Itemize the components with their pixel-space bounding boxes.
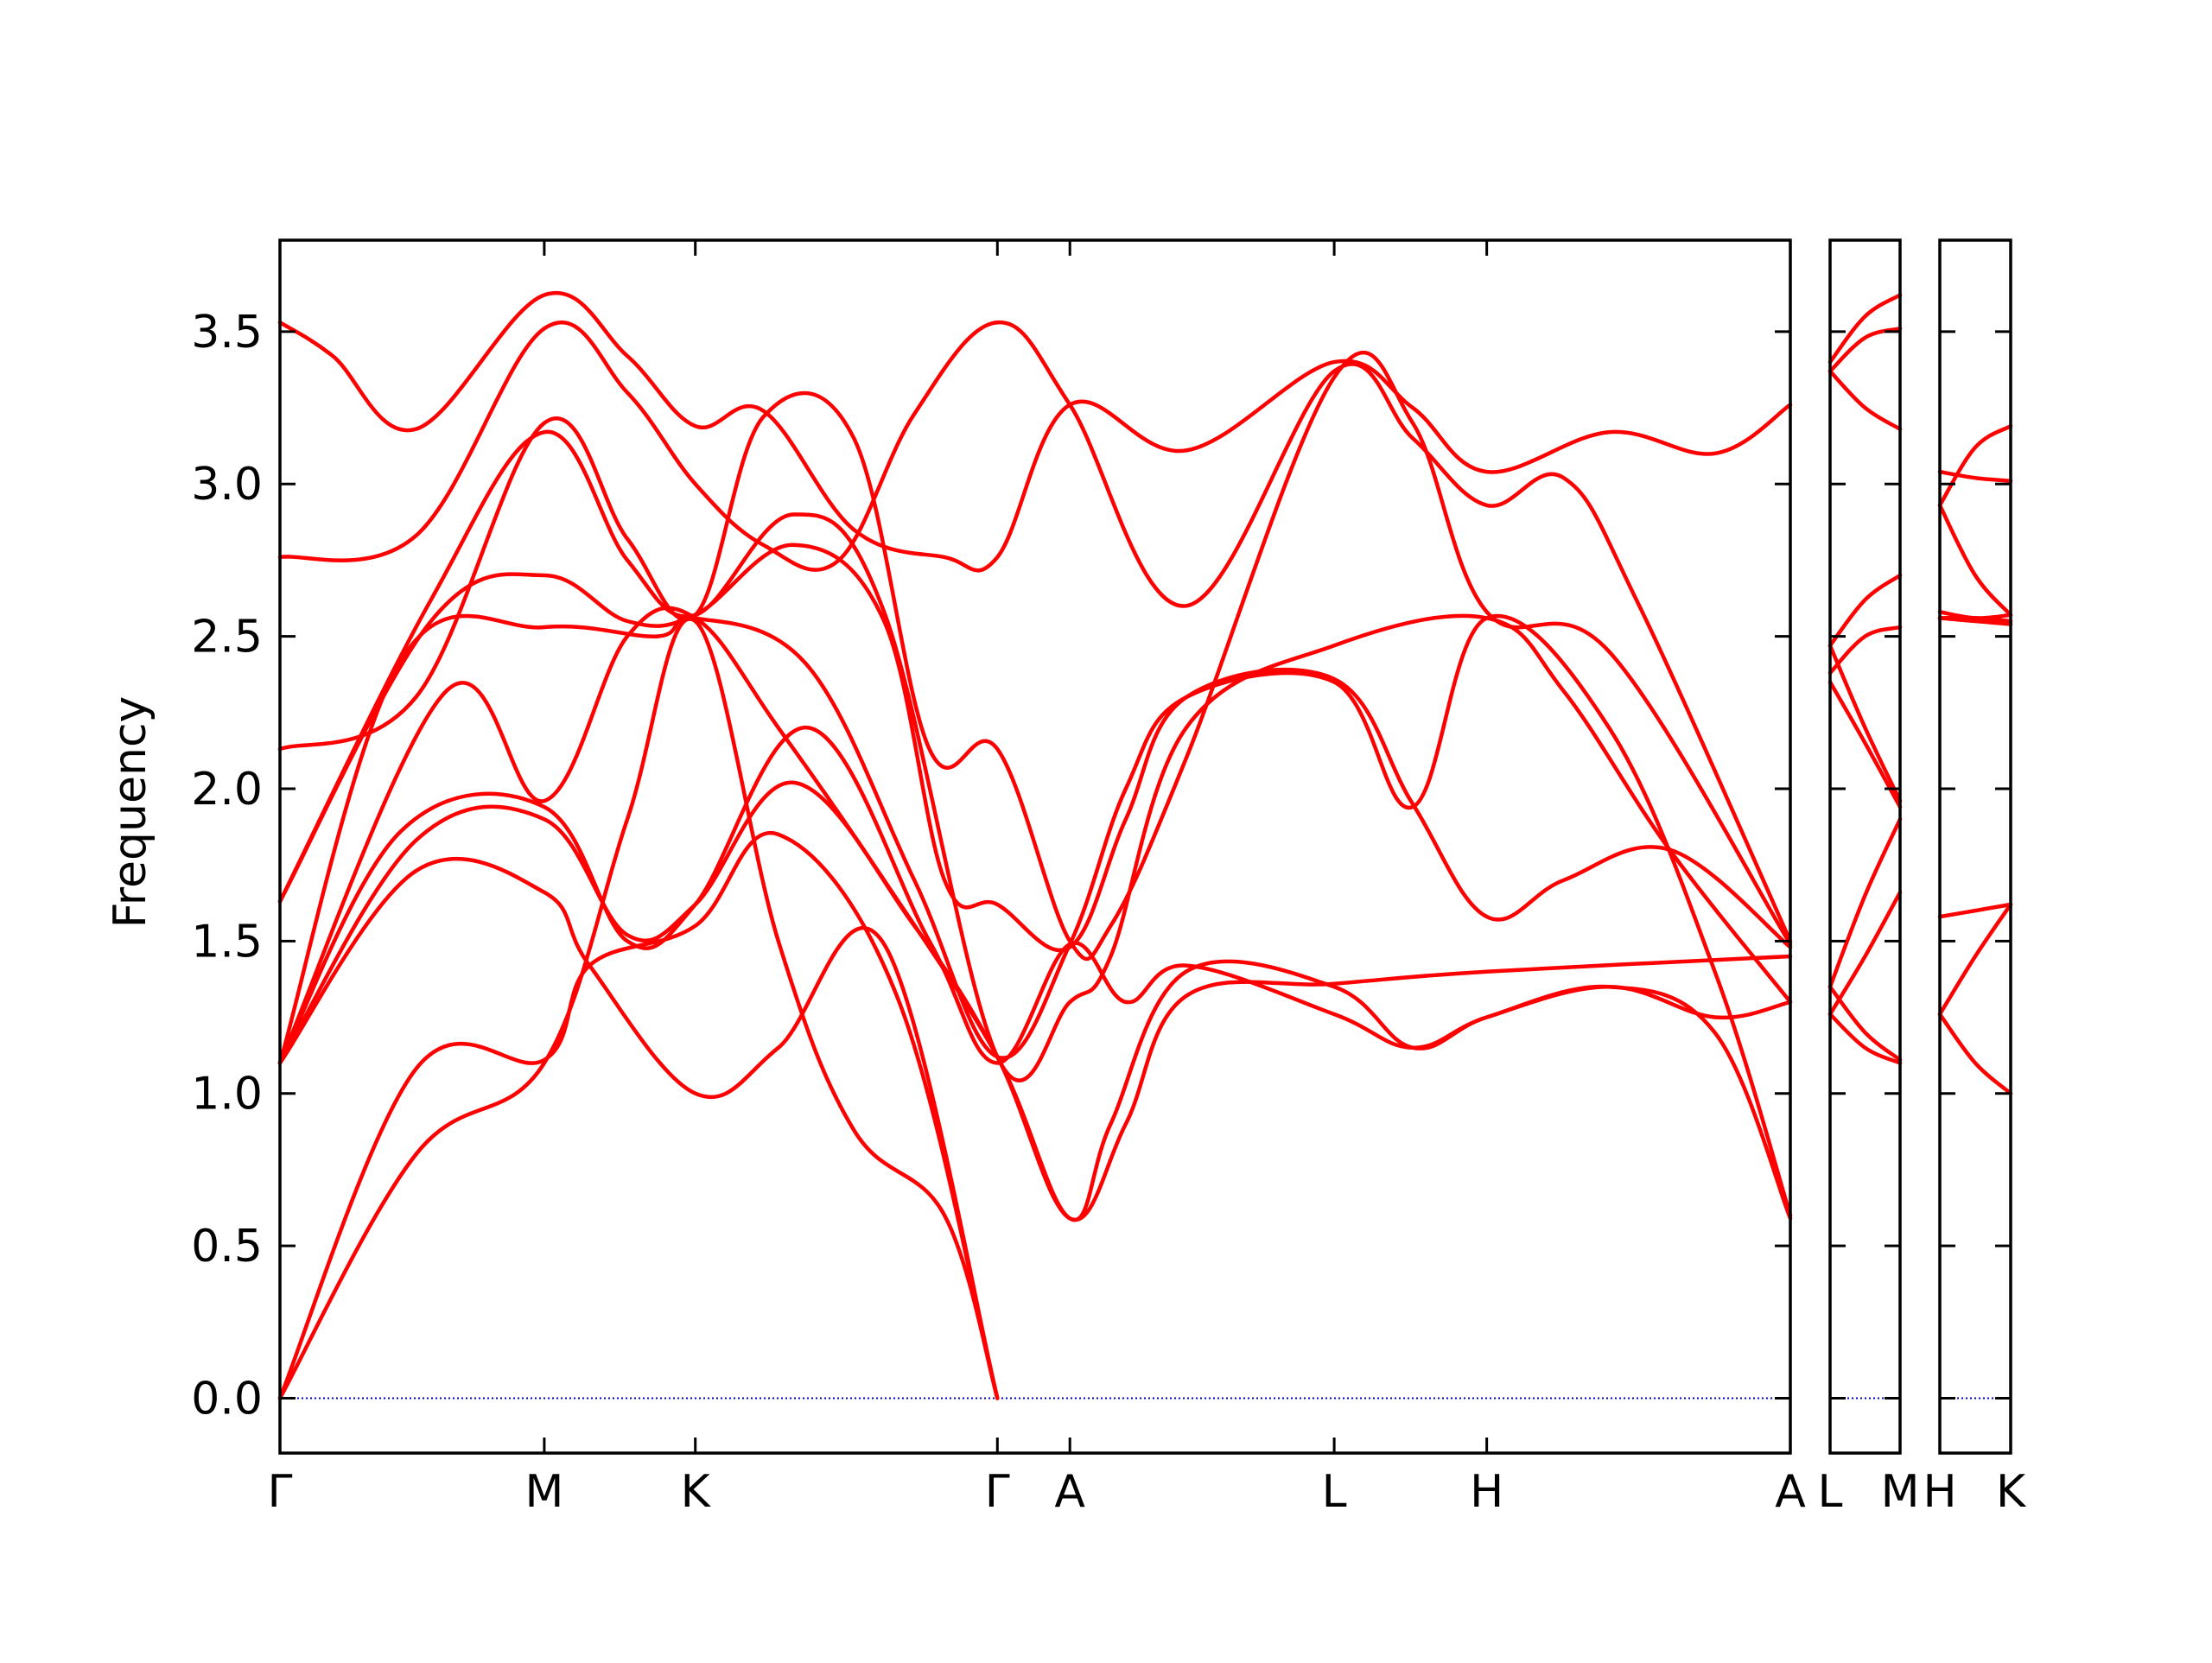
x-tick-label-K: K (1996, 1466, 2027, 1518)
y-tick-label: 3.0 (191, 459, 263, 511)
x-tick-label-A: A (1775, 1466, 1806, 1518)
x-tick-label-A: A (1054, 1466, 1085, 1518)
x-tick-label-L: L (1818, 1466, 1843, 1518)
band-line-main-12 (277, 617, 1000, 1400)
y-tick-label: 2.5 (191, 612, 263, 663)
band-line-L-M-10 (1827, 985, 1903, 1063)
band-line-main-5 (277, 543, 1793, 953)
y-tick-label: 2.0 (191, 764, 263, 816)
band-line-L-M-1 (1827, 293, 1903, 365)
y-tick-label: 1.0 (191, 1069, 263, 1120)
band-line-L-M-7 (1827, 680, 1903, 809)
band-line-H-K-3 (1937, 503, 2013, 618)
band-line-main-9 (277, 780, 1793, 1222)
x-tick-label-H: H (1470, 1466, 1503, 1518)
band-line-H-K-8 (1937, 902, 2013, 1017)
x-tick-label-Γ: Γ (268, 1466, 293, 1518)
band-line-L-M-11 (1827, 1012, 1903, 1065)
band-line-H-K-6 (1937, 616, 2013, 626)
panel-frame (278, 238, 1792, 1455)
band-line-main-3 (277, 351, 1793, 962)
band-line-main-8 (277, 726, 1793, 1065)
x-tick-label-Γ: Γ (985, 1466, 1010, 1518)
y-tick-label: 3.5 (191, 307, 263, 359)
band-line-main-1 (277, 291, 1793, 573)
band-line-L-M-8 (1827, 817, 1903, 989)
band-line-H-K-9 (1937, 1012, 2013, 1095)
x-tick-label-M: M (1881, 1466, 1920, 1518)
y-axis-label: Frequency (105, 696, 156, 929)
band-line-main-4 (277, 429, 1793, 1082)
band-line-L-M-6 (1827, 643, 1903, 803)
panel-frame (1938, 238, 2012, 1455)
band-line-main-7 (277, 606, 1793, 1222)
band-line-main-2 (277, 320, 1793, 943)
band-line-main-6 (277, 613, 1793, 1218)
y-tick-labels: 0.0 0.5 1.0 1.5 2.0 2.5 3.0 3.5 (191, 307, 263, 1425)
band-line-H-K-7 (1937, 902, 2013, 919)
x-tick-label-L: L (1322, 1466, 1347, 1518)
band-line-H-K-2 (1937, 469, 2013, 483)
band-line-H-K-1 (1937, 423, 2013, 508)
band-line-main-11 (277, 830, 1000, 1400)
x-tick-label-H: H (1923, 1466, 1956, 1518)
x-tick-label-M: M (524, 1466, 563, 1518)
x-tick-label-K: K (681, 1466, 712, 1518)
band-line-L-M-2 (1827, 327, 1903, 373)
y-tick-label: 0.0 (191, 1374, 263, 1425)
band-line-L-M-3 (1827, 369, 1903, 431)
band-line-main-10 (277, 856, 1000, 1400)
y-tick-label: 0.5 (191, 1221, 263, 1273)
y-tick-label: 1.5 (191, 916, 263, 968)
panel-frame (1828, 238, 1902, 1455)
